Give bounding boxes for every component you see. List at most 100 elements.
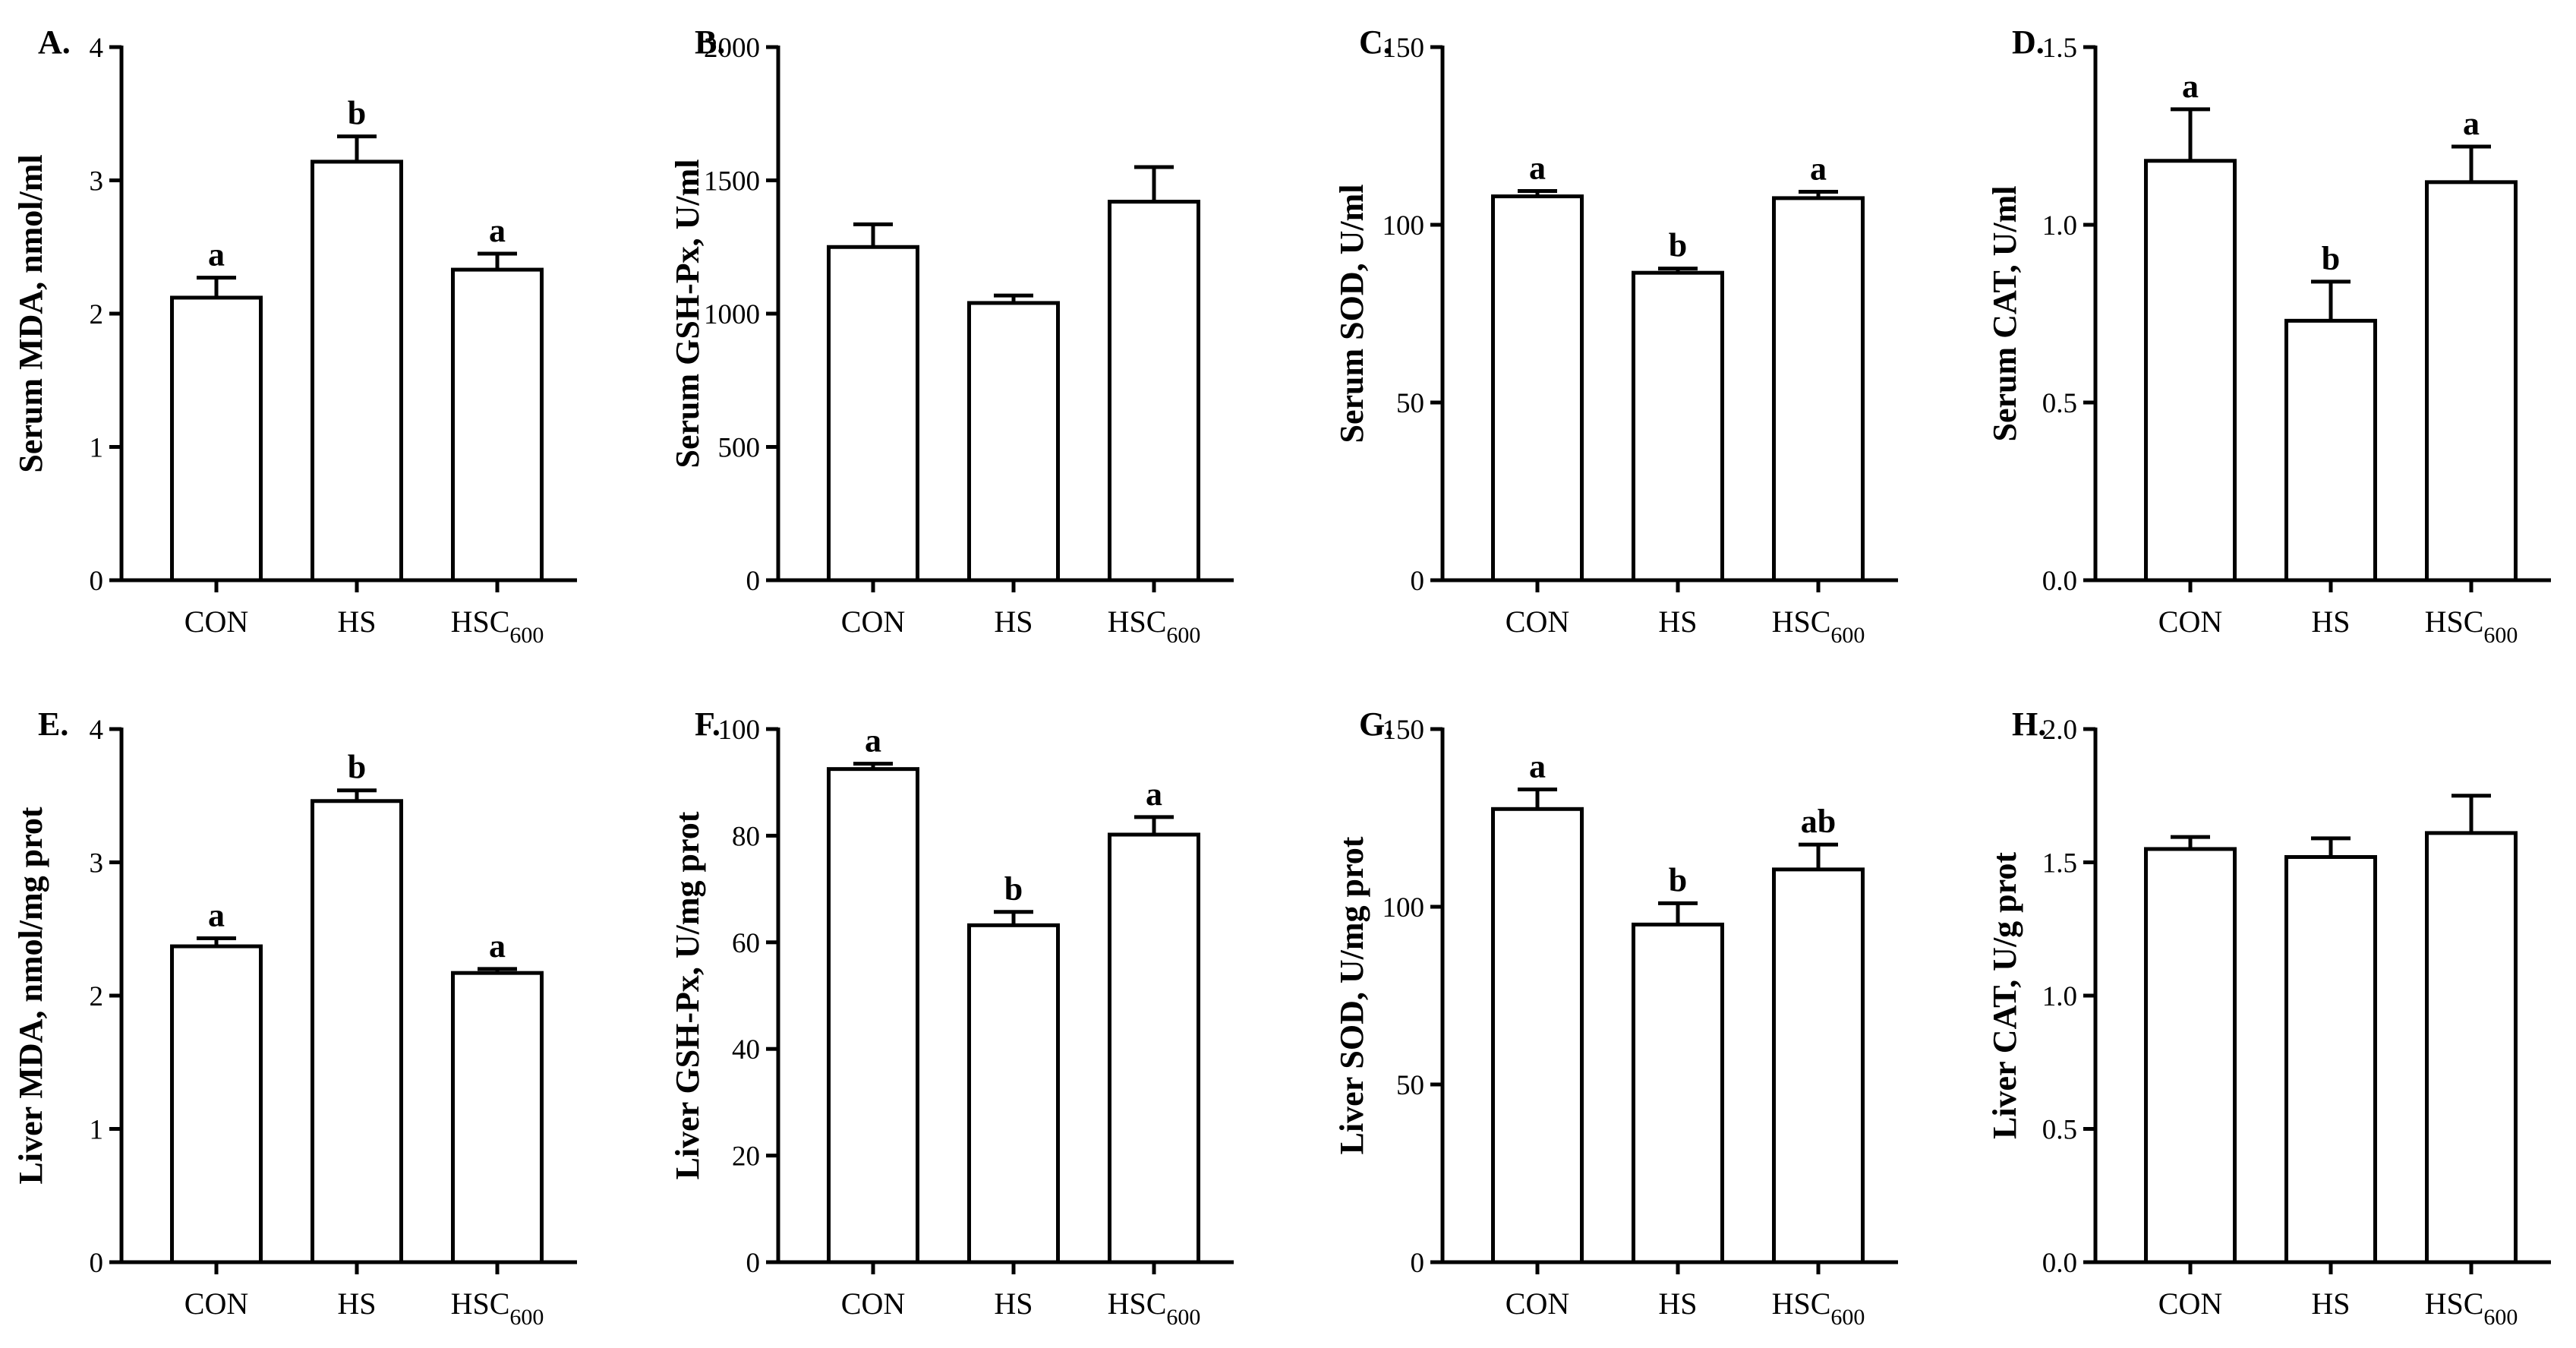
panel-label: F.	[695, 706, 720, 743]
x-tick-label-main: CON	[1506, 1286, 1569, 1321]
x-tick-label-subscript: 600	[1166, 623, 1200, 648]
y-tick-label: 1.5	[2042, 848, 2077, 879]
x-tick-label: HSC600	[1772, 605, 1865, 648]
y-tick-label: 2.0	[2042, 715, 2077, 746]
x-tick-label: HS	[994, 605, 1033, 639]
panel-c: C. Serum SOD, U/ml 0 50 100 150 CON a HS b HSC600 a	[1333, 24, 1898, 648]
x-tick-label-main: CON	[184, 1286, 248, 1321]
panel-f: F. Liver GSH-Px, U/mg prot 0 20 40 60 80 100 CON…	[669, 706, 1234, 1330]
y-tick-label: 0.0	[2042, 566, 2077, 597]
y-tick-label: 4	[90, 33, 104, 64]
x-tick-label: HS	[994, 1286, 1033, 1321]
y-tick-label: 150	[1383, 715, 1425, 746]
y-tick-label: 1.0	[2042, 981, 2077, 1012]
y-tick-label: 0	[1411, 1248, 1425, 1279]
y-tick-label: 1.0	[2042, 210, 2077, 242]
y-tick-label: 50	[1396, 388, 1424, 419]
x-tick-label: HSC600	[2425, 1286, 2518, 1330]
bar	[967, 923, 1060, 1264]
y-tick-label: 0.5	[2042, 388, 2077, 419]
bar	[170, 944, 263, 1264]
y-tick-label: 3	[90, 166, 104, 197]
bar	[2144, 847, 2237, 1264]
y-tick-label: 150	[1383, 33, 1425, 64]
x-tick-label: HSC600	[2425, 605, 2518, 648]
x-tick-label-main: HSC	[451, 1286, 510, 1321]
bar	[2425, 831, 2518, 1264]
bar	[2284, 854, 2377, 1264]
panel-g: G. Liver SOD, U/mg prot 0 50 100 150 CON a HS b HS…	[1333, 706, 1898, 1330]
bar	[827, 767, 919, 1264]
x-tick-label: CON	[841, 1286, 905, 1321]
x-tick-label-main: HSC	[1772, 605, 1831, 639]
bar	[1772, 196, 1865, 582]
bar	[1491, 807, 1584, 1264]
x-tick-label: HS	[2311, 605, 2350, 639]
x-tick-label: HS	[1658, 605, 1697, 639]
x-tick-label: CON	[1506, 1286, 1569, 1321]
y-tick-label: 0	[746, 566, 761, 597]
y-tick-label: 2	[90, 299, 104, 330]
significance-label: a	[1810, 150, 1827, 187]
y-tick-label: 2	[90, 981, 104, 1012]
x-tick-label-main: HS	[994, 605, 1033, 639]
y-tick-label: 1000	[704, 299, 760, 330]
x-tick-label-main: HSC	[1772, 1286, 1831, 1321]
x-tick-label-main: HSC	[2425, 1286, 2484, 1321]
x-tick-label: HSC600	[1772, 1286, 1865, 1330]
panel-d: D. Serum CAT, U/ml 0.0 0.5 1.0 1.5 CON a HS b HSC6…	[1986, 24, 2551, 648]
x-tick-label-main: CON	[2158, 605, 2222, 639]
x-tick-label-main: CON	[2158, 1286, 2222, 1321]
y-tick-label: 500	[718, 433, 761, 464]
x-tick-label-main: HS	[337, 605, 376, 639]
bar	[311, 159, 403, 582]
x-tick-label: CON	[2158, 1286, 2222, 1321]
significance-label: b	[2322, 240, 2340, 277]
bar	[1491, 194, 1584, 582]
x-tick-label-main: HS	[1658, 605, 1697, 639]
x-tick-label: HSC600	[451, 1286, 544, 1330]
x-tick-label-main: CON	[184, 605, 248, 639]
y-tick-label: 100	[1383, 210, 1425, 242]
x-tick-label-main: CON	[841, 605, 905, 639]
y-tick-label: 3	[90, 848, 104, 879]
y-tick-label: 1	[90, 1115, 104, 1146]
x-tick-label-subscript: 600	[2483, 623, 2518, 648]
y-tick-label: 0	[90, 566, 104, 597]
x-tick-label: CON	[1506, 605, 1569, 639]
x-tick-label: HS	[337, 1286, 376, 1321]
significance-label: b	[1669, 227, 1687, 264]
y-tick-label: 0	[746, 1248, 761, 1279]
y-tick-label: 100	[718, 715, 761, 746]
significance-label: a	[208, 236, 225, 273]
bar	[451, 267, 544, 582]
panel-h: H. Liver CAT, U/g prot 0.0 0.5 1.0 1.5 2.0 CON H…	[1986, 706, 2551, 1330]
y-tick-label: 50	[1396, 1070, 1424, 1101]
y-axis-label: Serum MDA, nmol/ml	[12, 154, 49, 472]
x-tick-label-subscript: 600	[1166, 1305, 1200, 1330]
significance-label: a	[865, 722, 881, 759]
y-tick-label: 1500	[704, 166, 760, 197]
y-axis-label: Liver SOD, U/mg prot	[1333, 836, 1370, 1154]
significance-label: a	[1529, 150, 1546, 187]
x-tick-label-subscript: 600	[2483, 1305, 2518, 1330]
significance-label: a	[208, 897, 225, 934]
significance-label: a	[1529, 748, 1546, 785]
y-tick-label: 0.5	[2042, 1115, 2077, 1146]
y-tick-label: 1.5	[2042, 33, 2077, 64]
significance-label: b	[348, 749, 366, 786]
x-tick-label-main: HSC	[1108, 1286, 1167, 1321]
bar	[2425, 180, 2518, 582]
x-tick-label-main: HS	[337, 1286, 376, 1321]
panel-a: A. Serum MDA, nmol/ml 0 1 2 3 4 CON a HS b HSC600 a	[12, 24, 577, 648]
panel-label: H.	[2012, 706, 2046, 743]
significance-label: a	[1146, 775, 1162, 813]
y-tick-label: 0	[90, 1248, 104, 1279]
x-tick-label-subscript: 600	[509, 623, 544, 648]
panel-label: B.	[695, 24, 725, 61]
x-tick-label: HS	[337, 605, 376, 639]
y-tick-label: 40	[732, 1034, 760, 1065]
x-tick-label-subscript: 600	[1830, 1305, 1865, 1330]
significance-label: a	[489, 927, 506, 964]
